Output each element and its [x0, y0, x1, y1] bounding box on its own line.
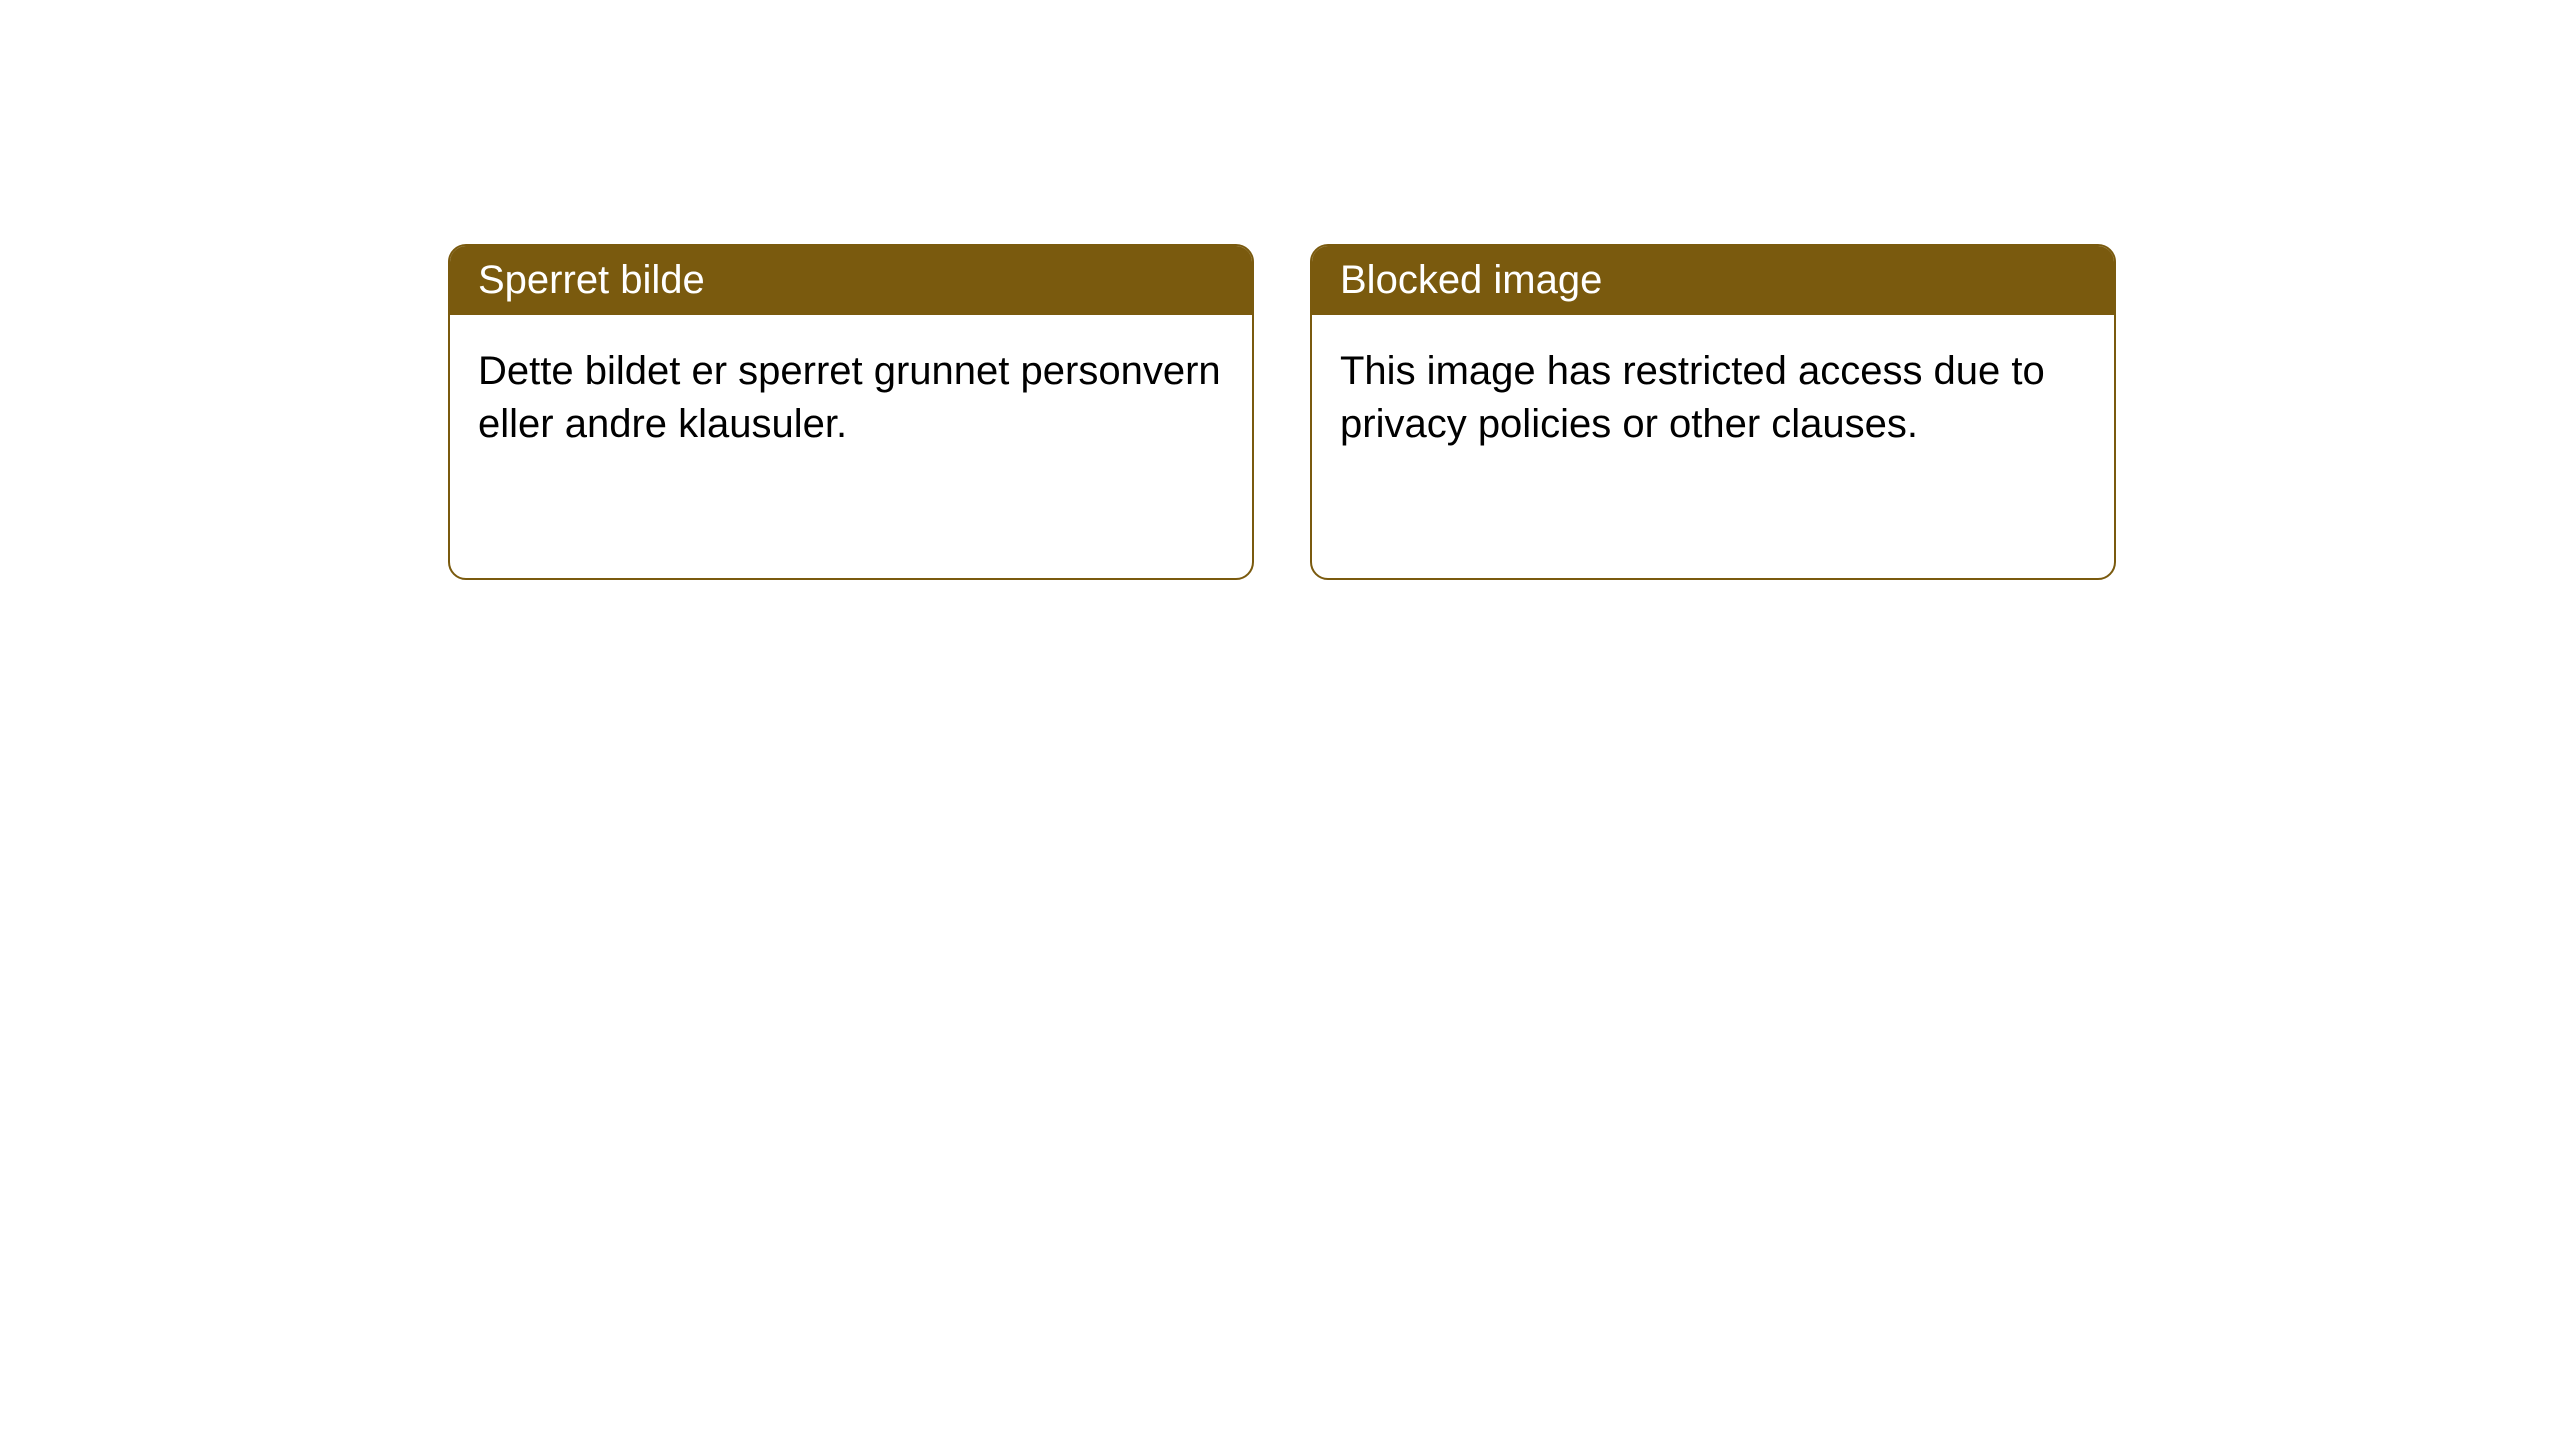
- blocked-image-card-english: Blocked image This image has restricted …: [1310, 244, 2116, 580]
- notice-cards-row: Sperret bilde Dette bildet er sperret gr…: [448, 244, 2116, 580]
- blocked-image-card-norwegian: Sperret bilde Dette bildet er sperret gr…: [448, 244, 1254, 580]
- card-header-english: Blocked image: [1312, 246, 2114, 315]
- card-header-norwegian: Sperret bilde: [450, 246, 1252, 315]
- card-body-norwegian: Dette bildet er sperret grunnet personve…: [450, 315, 1252, 481]
- card-body-english: This image has restricted access due to …: [1312, 315, 2114, 481]
